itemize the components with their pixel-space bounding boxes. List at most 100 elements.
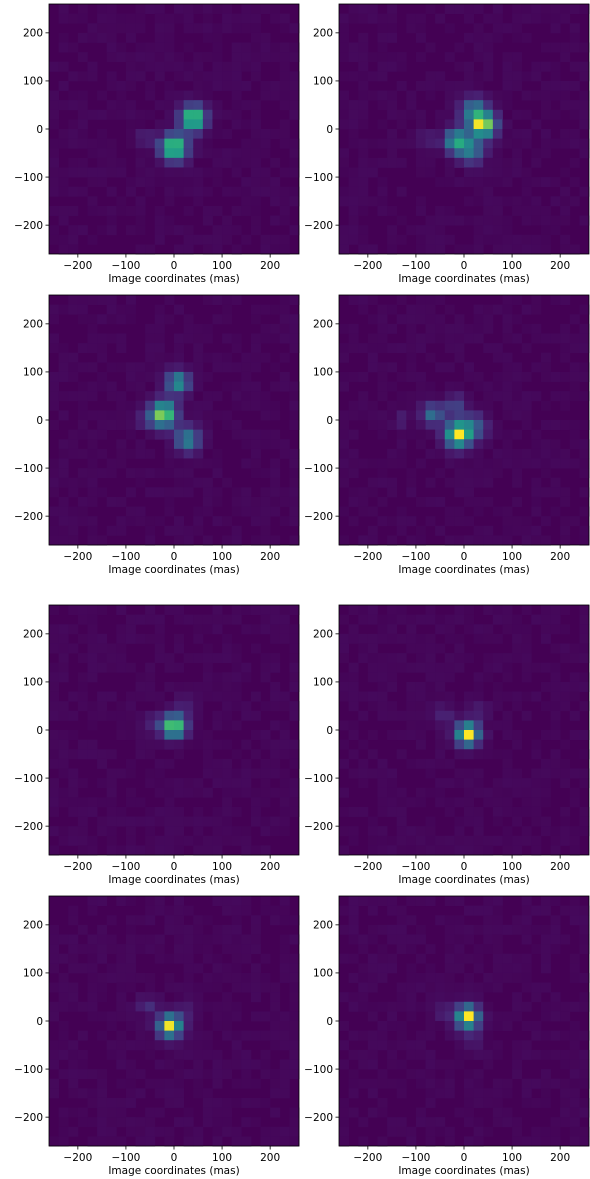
heatmap-cell — [348, 196, 359, 207]
heatmap-cell — [231, 80, 242, 91]
heatmap-cell — [540, 215, 551, 226]
heatmap-cell — [425, 352, 436, 363]
heatmap-cell — [531, 304, 542, 315]
heatmap-cell — [521, 710, 532, 721]
heatmap-cell — [231, 701, 242, 712]
heatmap-cell — [406, 896, 417, 907]
heatmap-cell — [270, 13, 281, 24]
heatmap-cell — [49, 691, 60, 702]
heatmap-cell — [550, 992, 561, 1003]
heatmap-cell — [154, 42, 165, 53]
heatmap-cell — [212, 410, 223, 421]
heatmap-cell — [116, 1078, 127, 1089]
heatmap-cell — [87, 701, 98, 712]
heatmap-cell — [560, 525, 571, 536]
heatmap-cell — [68, 487, 79, 498]
heatmap-cell — [387, 13, 398, 24]
heatmap-cell — [560, 129, 571, 140]
heatmap-cell — [279, 371, 290, 382]
heatmap-cell — [396, 458, 407, 469]
heatmap-cell — [250, 381, 261, 392]
heatmap-cell — [377, 477, 388, 488]
heatmap-cell — [289, 643, 300, 654]
heatmap-cell — [260, 535, 271, 546]
heatmap-cell — [212, 835, 223, 846]
heatmap-cell — [231, 1136, 242, 1147]
heatmap-cell — [483, 90, 494, 101]
heatmap-cell — [289, 963, 300, 974]
heatmap-cell — [270, 653, 281, 664]
heatmap-cell — [435, 749, 446, 760]
heatmap-cell — [348, 516, 359, 527]
heatmap-cell — [202, 477, 213, 488]
heatmap-cell — [367, 420, 378, 431]
heatmap-cell — [425, 662, 436, 673]
heatmap-cell — [492, 138, 503, 149]
heatmap-cell — [387, 614, 398, 625]
heatmap-cell — [521, 448, 532, 459]
heatmap-cell — [145, 816, 156, 827]
x-tick-label: 200 — [550, 551, 570, 563]
heatmap-cell — [415, 295, 426, 306]
heatmap-cell — [579, 826, 590, 837]
heatmap-cell — [483, 924, 494, 935]
heatmap-cell — [125, 1021, 136, 1032]
heatmap-cell — [406, 963, 417, 974]
heatmap-cell — [569, 138, 580, 149]
y-tick-label: 200 — [313, 319, 333, 331]
heatmap-cell — [444, 477, 455, 488]
heatmap-cell — [387, 138, 398, 149]
heatmap-cell — [49, 730, 60, 741]
heatmap-cell — [241, 13, 252, 24]
heatmap-cell — [367, 643, 378, 654]
y-tick-label: 200 — [23, 319, 43, 331]
x-tick-label: −200 — [63, 861, 92, 873]
heatmap-cell — [483, 1097, 494, 1108]
heatmap-cell — [531, 61, 542, 72]
heatmap-cell — [145, 1126, 156, 1137]
heatmap-cell — [202, 4, 213, 15]
heatmap-cell — [222, 1117, 233, 1128]
heatmap-cell — [396, 1126, 407, 1137]
heatmap-cell — [77, 410, 88, 421]
heatmap-cell — [231, 391, 242, 402]
heatmap-cell — [367, 1049, 378, 1060]
heatmap-cell — [502, 80, 513, 91]
heatmap-cell — [231, 1097, 242, 1108]
heatmap-cell — [415, 80, 426, 91]
heatmap-cell — [367, 835, 378, 846]
heatmap-cell — [377, 1001, 388, 1012]
heatmap-cell — [502, 768, 513, 779]
heatmap-cell — [49, 487, 60, 498]
heatmap-cell — [270, 768, 281, 779]
heatmap-cell — [492, 1011, 503, 1022]
heatmap-cell — [444, 400, 455, 411]
heatmap-cell — [58, 1069, 69, 1080]
heatmap-cell — [212, 1059, 223, 1070]
heatmap-cell — [279, 633, 290, 644]
heatmap-cell — [348, 701, 359, 712]
heatmap-cell — [348, 905, 359, 916]
heatmap-cell — [550, 720, 561, 731]
heatmap-cell — [279, 605, 290, 616]
heatmap-cell — [241, 826, 252, 837]
heatmap-cell — [560, 1030, 571, 1041]
heatmap-cell — [560, 391, 571, 402]
heatmap-cell — [174, 371, 185, 382]
heatmap-cell — [49, 1136, 60, 1147]
heatmap-cell — [260, 768, 271, 779]
heatmap-cell — [106, 13, 117, 24]
heatmap-cell — [444, 1126, 455, 1137]
heatmap-cell — [550, 896, 561, 907]
heatmap-cell — [473, 963, 484, 974]
heatmap-cell — [464, 749, 475, 760]
heatmap-cell — [279, 205, 290, 216]
heatmap-cell — [531, 662, 542, 673]
heatmap-cell — [49, 400, 60, 411]
heatmap-cell — [270, 42, 281, 53]
heatmap-cell — [183, 953, 194, 964]
heatmap-cell — [270, 535, 281, 546]
heatmap-cell — [473, 633, 484, 644]
heatmap-cell — [560, 100, 571, 111]
heatmap-cell — [387, 1011, 398, 1022]
